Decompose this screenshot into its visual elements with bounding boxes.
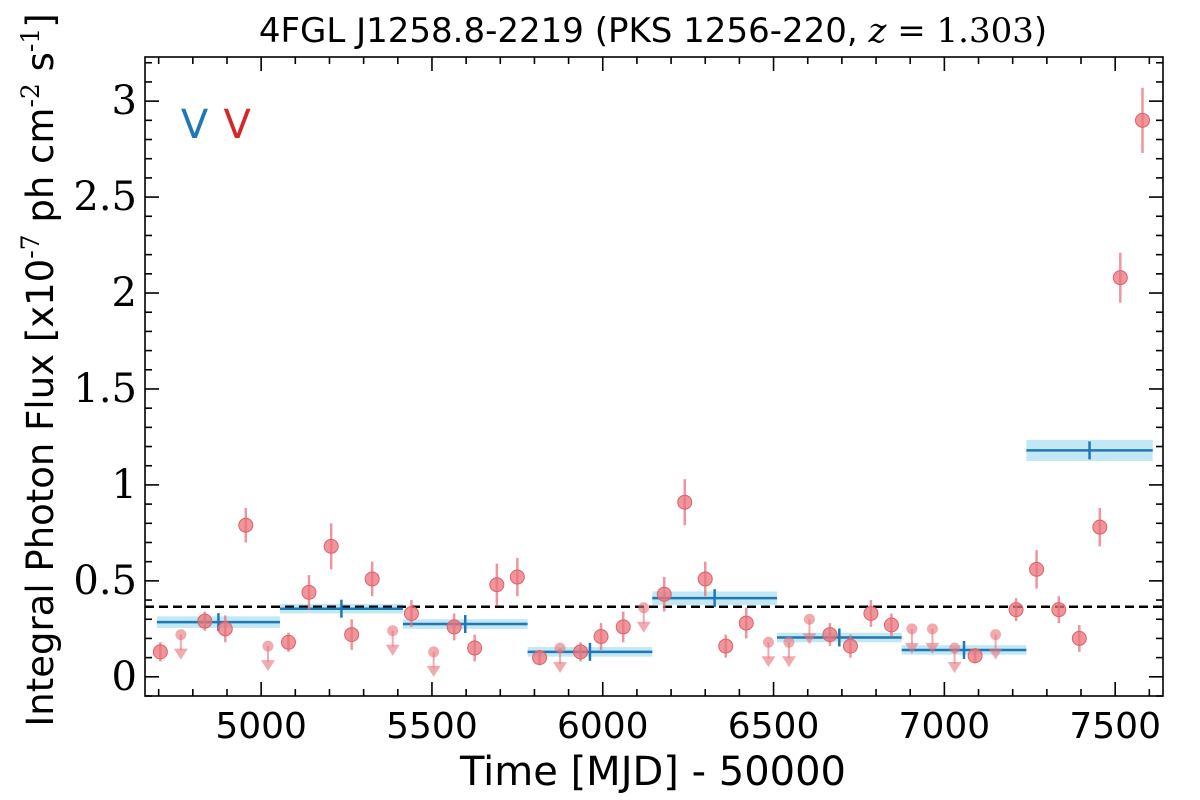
upper-limit-arrow [636,621,651,633]
upper-limit-arrow [904,642,919,654]
flux-point [467,640,483,656]
flux-point [822,627,838,643]
flux-point [738,615,754,631]
flux-point [1092,519,1108,535]
y-tick-label: 0 [112,654,137,700]
x-axis-label: Time [MJD] - 50000 [459,749,846,795]
x-tick-label: 5000 [215,706,307,747]
x-tick-label: 7500 [1069,706,1161,747]
flux-point [323,538,339,554]
axis-ticks: 5000 5500 6000 6500 7000 7500 0 0.5 1 1.5 2 2.5 3 [73,57,1163,747]
upper-limit-arrow [925,642,940,654]
y-axis-label-exp: -7 [16,234,45,258]
chart-title: 4FGL J1258.8-2219 (PKS 1256-220, z = 1.3… [259,11,1047,51]
flux-point [152,644,168,660]
upper-limit-arrow [802,633,817,645]
flux-point [718,638,734,654]
y-axis-label: Integral Photon Flux [x10-7 ph cm-2 s-1] [16,13,62,726]
y-tick-label: 2 [112,270,137,316]
flux-point [344,627,360,643]
flux-point [697,571,713,587]
upper-limit-arrow [988,648,1003,660]
y-tick-label: 2.5 [73,174,137,220]
x-tick-label: 7000 [899,706,991,747]
bin-band-layer [156,439,1153,657]
flux-point [883,617,899,633]
upper-limit-arrow [173,648,188,660]
flux-point [238,517,254,533]
flux-point [217,621,233,637]
chart-title-suffix: ) [1034,11,1047,51]
y-tick-label: 3 [112,78,137,124]
flux-point [593,629,609,645]
upper-limits-layer [173,602,1003,677]
variability-marker: V [181,102,209,148]
flux-point [573,644,589,660]
y-axis-label-mid: ph cm [19,108,62,235]
binned-flux-layer [156,441,1153,661]
x-tick-label: 6000 [557,706,649,747]
flux-point [677,494,693,510]
flux-point [1008,602,1024,618]
plot-frame [144,56,1164,697]
flux-point [1029,561,1045,577]
flux-point [615,619,631,635]
upper-limit-arrow [781,656,796,668]
flux-point [532,650,548,666]
x-tick-label: 5500 [386,706,478,747]
flux-point [446,619,462,635]
flux-point [197,613,213,629]
flux-point [1112,270,1128,286]
chart-title-var: z [868,11,888,51]
upper-limit-arrow [426,665,441,677]
y-tick-label: 1.5 [73,366,137,412]
flux-point [863,605,879,621]
y-axis-label-exp2: -2 [16,83,45,107]
upper-limit-arrow [761,656,776,668]
flux-point [403,605,419,621]
flux-point [364,571,380,587]
y-axis-label-main: Integral Photon Flux [x10 [19,259,62,727]
y-tick-label: 0.5 [73,558,137,604]
y-axis-label-exp3: -1 [16,28,45,52]
chart-title-prefix: 4FGL J1258.8-2219 (PKS 1256-220, [259,11,869,51]
flux-point [301,584,317,600]
y-axis-label-close: ] [19,13,62,27]
flux-point [1135,112,1151,128]
flux-point [280,634,296,650]
chart-title-eq: = 1.303 [886,11,1033,51]
y-axis-label-end: s [19,52,62,83]
flux-point [509,569,525,585]
flux-point [1051,602,1067,618]
flux-points-layer [152,87,1151,666]
y-tick-label: 1 [112,462,137,508]
flux-point [656,586,672,602]
upper-limit-arrow [385,644,400,656]
flux-point [842,638,858,654]
flux-point [489,577,505,593]
upper-limit-arrow [947,662,962,674]
flux-point [967,648,983,664]
upper-limit-arrow [260,660,275,672]
flux-point [1071,630,1087,646]
upper-limit-arrow [553,662,568,674]
variability-marker: V [224,102,252,148]
x-tick-label: 6500 [728,706,820,747]
